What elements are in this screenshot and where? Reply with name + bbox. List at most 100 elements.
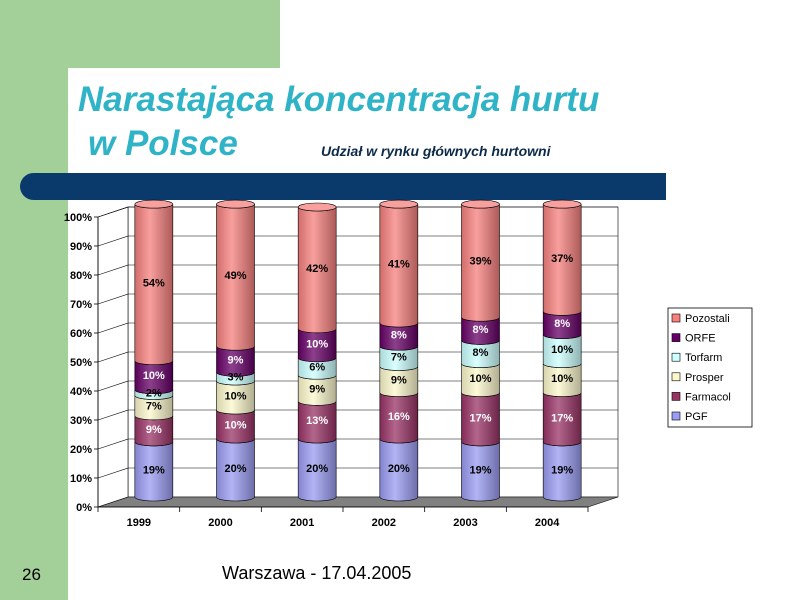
gridline-side: [97, 409, 129, 421]
bar-top-cap: [379, 199, 419, 209]
data-label: 54%: [143, 277, 165, 289]
data-label: 9%: [146, 424, 162, 436]
bar-top-cap: [542, 199, 582, 209]
data-label: 16%: [388, 411, 410, 423]
data-label: 10%: [306, 338, 328, 350]
legend-swatch-pgf: [671, 411, 681, 421]
legend-swatch-pozostali: [671, 313, 681, 323]
data-label: 13%: [306, 415, 328, 427]
legend-swatch-torfarm: [671, 352, 681, 362]
data-label: 9%: [391, 375, 407, 387]
legend-swatch-farmacol: [671, 392, 681, 401]
data-label: 17%: [469, 412, 491, 424]
y-tick-label: 60%: [70, 328, 92, 340]
data-label: 8%: [473, 347, 489, 359]
data-label: 8%: [473, 324, 489, 336]
bar-top-cap: [461, 199, 500, 209]
data-label: 19%: [469, 464, 491, 476]
bar-stack-2004: 19% 17% 10% 10% 8% 37%: [542, 199, 582, 502]
data-label: 7%: [391, 351, 407, 363]
x-tick-label: 2003: [453, 517, 477, 529]
chart-floor: [97, 496, 619, 508]
data-label: 8%: [391, 330, 407, 342]
y-tick-label: 50%: [70, 357, 92, 369]
data-label: 10%: [551, 344, 573, 356]
title-banner: [20, 173, 666, 200]
legend-swatch-orfe: [671, 333, 681, 342]
data-label: 9%: [309, 383, 325, 395]
gridline-side: [97, 438, 129, 450]
data-label: 20%: [388, 463, 410, 475]
x-tick-label: 2004: [535, 517, 560, 529]
x-tick-label: 2000: [208, 517, 232, 529]
data-label: 2%: [146, 388, 162, 400]
data-label: 7%: [146, 401, 162, 413]
data-label: 10%: [224, 420, 246, 432]
data-label: 39%: [469, 256, 491, 268]
gridline-side: [97, 235, 129, 247]
sidebar-top-decoration: [0, 0, 280, 68]
data-label: 42%: [306, 263, 328, 275]
legend-box: [667, 307, 753, 428]
x-tick-label: 1999: [127, 517, 151, 529]
bar-stack-1999: 19% 9% 7%2% 10% 54%: [134, 199, 174, 502]
y-tick-label: 10%: [70, 473, 92, 485]
data-label: 10%: [143, 370, 165, 382]
chart-subtitle: Udział w rynku głównych hurtowni: [321, 143, 551, 159]
bar-top-cap: [297, 202, 337, 212]
bar-stack-2003: 19% 17% 10% 8% 8% 39%: [461, 199, 500, 502]
gridline-side: [97, 351, 129, 363]
legend-swatch-prosper: [671, 372, 681, 382]
slide-title-line2: w Polsce: [88, 124, 238, 163]
data-label: 20%: [224, 463, 246, 475]
data-label: 8%: [554, 318, 570, 330]
legend-label-torfarm: Torfarm: [685, 352, 722, 364]
bar-stack-2002: 20% 16% 9% 7% 8% 41%: [379, 199, 419, 502]
y-tick-label: 80%: [70, 270, 92, 282]
y-tick-label: 20%: [70, 444, 92, 456]
legend-label-prosper: Prosper: [685, 372, 724, 384]
bar-stack-2000: 20% 10% 10% 3% 9% 49%: [216, 199, 255, 502]
bar-top-cap: [134, 199, 174, 209]
y-tick-label: 100%: [64, 212, 92, 224]
data-label: 3%: [228, 372, 244, 384]
gridline-side: [97, 467, 129, 479]
data-label: 9%: [228, 354, 244, 366]
data-label: 6%: [309, 362, 325, 374]
y-tick-label: 0%: [76, 502, 92, 514]
gridline-side: [97, 322, 129, 334]
bar-top-cap: [216, 199, 255, 209]
y-tick-label: 40%: [70, 386, 92, 398]
data-label: 37%: [551, 253, 573, 265]
slide-title: Narastająca koncentracja hurtu w Polsce: [78, 78, 599, 166]
x-tick-label: 2001: [290, 517, 314, 529]
footer-text: Warszawa - 17.04.2005: [222, 563, 412, 583]
data-label: 19%: [551, 464, 573, 476]
x-tick-label: 2002: [372, 517, 396, 529]
bar-stack-2001: 20% 13% 9% 6% 10% 42%: [297, 202, 337, 502]
data-label: 10%: [469, 373, 491, 385]
data-label: 17%: [551, 412, 573, 424]
gridline-side: [97, 264, 129, 276]
gridline-side: [97, 380, 129, 392]
gridline-side: [97, 293, 129, 305]
sidebar-left-decoration: [0, 68, 68, 600]
legend-label-orfe: ORFE: [685, 333, 716, 345]
legend-label-pozostali: Pozostali: [685, 313, 730, 325]
slide-number: 26: [22, 565, 41, 584]
y-tick-label: 90%: [70, 241, 92, 253]
data-label: 10%: [551, 373, 573, 385]
y-tick-label: 30%: [70, 415, 92, 427]
data-label: 49%: [224, 270, 246, 282]
y-tick-label: 70%: [70, 299, 92, 311]
data-label: 19%: [143, 464, 165, 476]
legend-label-pgf: PGF: [685, 411, 708, 423]
chart-legend: Pozostali ORFE Torfarm Prosper Farmacol PGF: [667, 307, 753, 428]
data-label: 41%: [388, 259, 410, 271]
legend-label-farmacol: Farmacol: [685, 391, 731, 403]
gridline-side: [97, 206, 129, 218]
slide-title-line1: Narastająca koncentracja hurtu: [78, 80, 600, 119]
data-label: 20%: [306, 463, 328, 475]
data-label: 10%: [224, 391, 246, 403]
